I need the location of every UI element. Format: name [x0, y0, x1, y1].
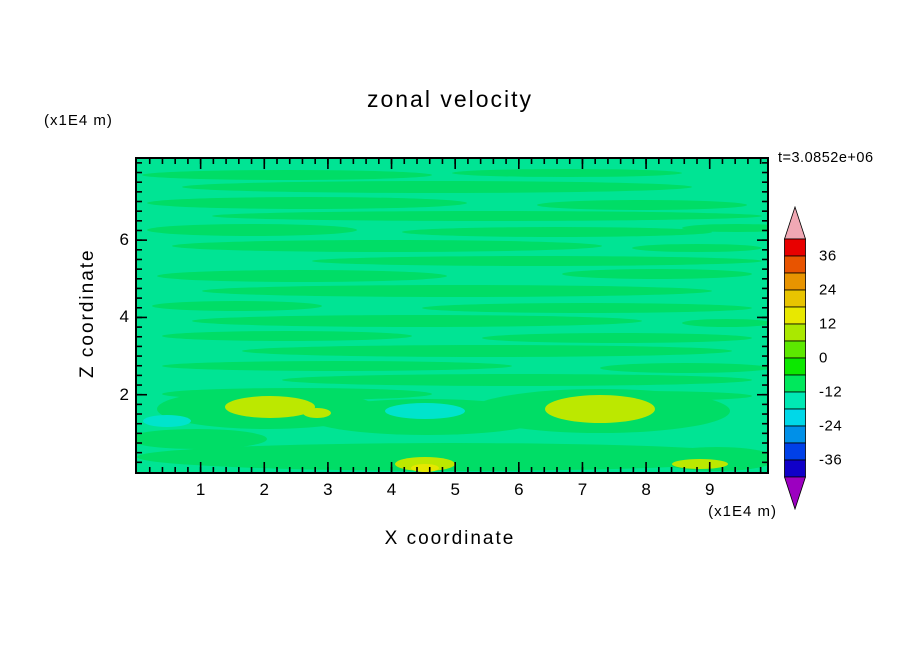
- x-tick-label: 9: [705, 480, 714, 500]
- colorbar-tick-label: 0: [819, 350, 828, 367]
- contour-blob: [600, 363, 767, 373]
- contour-blob: [147, 197, 467, 209]
- colorbar-segment: [785, 273, 806, 290]
- colorbar: 36 24 12 0 -12 -24 -36: [783, 206, 873, 526]
- contour-blob: [672, 459, 728, 469]
- colorbar-tick-label: 36: [819, 248, 837, 265]
- colorbar-tick-label: -12: [819, 384, 842, 401]
- colorbar-segment: [785, 307, 806, 324]
- colorbar-upper-arrow: [785, 207, 806, 239]
- contour-blob: [162, 331, 412, 341]
- contour-blob: [192, 315, 642, 327]
- x-tick-label: 2: [260, 480, 269, 500]
- y-tick-label: 2: [120, 385, 129, 405]
- contour-blob: [162, 361, 512, 371]
- chart-title: zonal velocity: [135, 86, 765, 113]
- colorbar-segment: [785, 256, 806, 273]
- plot-area: [135, 157, 769, 474]
- x-tick-label: 3: [323, 480, 332, 500]
- contour-blob: [632, 244, 762, 252]
- contour-blob: [152, 301, 322, 311]
- contour-blob: [385, 403, 465, 419]
- colorbar-lower-arrow: [785, 477, 806, 509]
- contour-blob: [402, 227, 712, 237]
- contour-blob: [562, 269, 752, 279]
- y-tick-label: 4: [120, 307, 129, 327]
- y-axis-unit-label: (x1E4 m): [44, 112, 113, 129]
- colorbar-segment: [785, 443, 806, 460]
- x-axis-unit-label: (x1E4 m): [615, 503, 777, 520]
- x-tick-label: 5: [450, 480, 459, 500]
- x-tick-label: 1: [196, 480, 205, 500]
- contour-blob: [212, 211, 762, 221]
- colorbar-tick-label: -36: [819, 452, 842, 469]
- colorbar-segment: [785, 392, 806, 409]
- contour-blob: [452, 169, 682, 177]
- colorbar-gradient: [783, 206, 807, 510]
- colorbar-segment: [785, 290, 806, 307]
- time-annotation: t=3.0852e+06: [778, 150, 874, 166]
- contour-blob: [172, 240, 602, 252]
- contour-blob: [242, 345, 732, 357]
- contour-blob: [182, 181, 692, 193]
- contour-blob: [147, 224, 357, 236]
- colorbar-tick-label: -24: [819, 418, 842, 435]
- colorbar-segment: [785, 324, 806, 341]
- colorbar-segment: [785, 426, 806, 443]
- x-axis-label: X coordinate: [135, 528, 765, 550]
- contour-blob: [225, 396, 315, 418]
- contour-blob: [422, 303, 752, 313]
- contour-blob: [312, 256, 762, 266]
- x-tick-label: 7: [578, 480, 587, 500]
- colorbar-tick-label: 24: [819, 282, 837, 299]
- contour-blob: [142, 170, 432, 180]
- contour-blob: [202, 285, 712, 297]
- colorbar-segment: [785, 341, 806, 358]
- contour-blob: [282, 374, 752, 386]
- contour-blob: [157, 270, 447, 282]
- colorbar-tick-label: 12: [819, 316, 837, 333]
- colorbar-segment: [785, 375, 806, 392]
- colorbar-segment: [785, 409, 806, 426]
- colorbar-segment: [785, 460, 806, 477]
- x-axis-tick-labels: 1 2 3 4 5 6 7 8 9: [137, 480, 767, 502]
- figure-canvas: zonal velocity (x1E4 m) Z coordinate t=3…: [0, 0, 904, 654]
- colorbar-labels: 36 24 12 0 -12 -24 -36: [819, 206, 869, 516]
- contour-field: [137, 159, 767, 472]
- contour-blob: [537, 200, 747, 210]
- contour-blob: [545, 395, 655, 423]
- y-axis-tick-labels: 2 4 6: [95, 159, 129, 472]
- contour-blob: [143, 415, 191, 427]
- colorbar-segment: [785, 358, 806, 375]
- x-tick-label: 6: [514, 480, 523, 500]
- y-tick-label: 6: [120, 230, 129, 250]
- contour-blob: [411, 464, 439, 472]
- colorbar-segment: [785, 239, 806, 256]
- x-tick-label: 8: [641, 480, 650, 500]
- contour-blob: [482, 333, 752, 343]
- contour-blob: [303, 408, 331, 418]
- x-tick-label: 4: [387, 480, 396, 500]
